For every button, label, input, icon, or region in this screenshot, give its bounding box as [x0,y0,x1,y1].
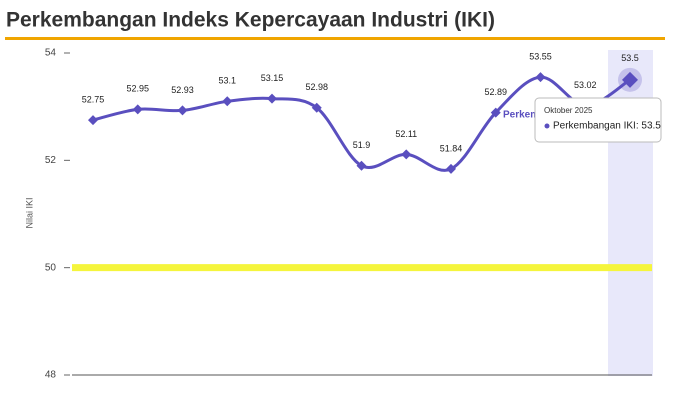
marker [267,93,277,104]
chart-title: Perkembangan Indeks Kepercayaan Industri… [6,9,495,32]
y-tick-label: 50 [45,262,57,273]
y-axis-label: Nilai IKI [24,197,34,228]
tooltip-title: Oktober 2025 [544,106,593,115]
marker [177,105,188,116]
tooltip-dot [544,123,550,129]
marker [356,160,367,171]
y-tick-label: 48 [45,370,57,381]
marker [622,71,638,88]
marker [401,149,412,160]
marker [490,107,501,118]
marker [311,102,322,113]
data-label: 52.89 [484,87,507,97]
plot: 48 50 52 54 52.75 52.95 52.93 53.1 53.15 52.98 51.… [45,48,662,381]
marker [132,104,143,115]
marker [88,115,98,126]
y-tick-label: 52 [45,155,57,166]
title-underline [5,37,665,40]
data-label: 51.9 [353,140,371,150]
tooltip-text: Perkembangan IKI: 53.5 [553,121,661,132]
data-label: 52.98 [305,82,328,92]
data-label: 53.1 [218,76,236,86]
tooltip: Oktober 2025 Perkembangan IKI: 53.5 [534,97,662,143]
data-label: 53.15 [261,73,284,83]
data-label: 52.93 [171,85,194,95]
data-label: 53.5 [621,53,639,63]
marker [535,72,546,83]
tooltip-box [534,97,662,143]
marker [222,96,233,107]
data-label: 52.75 [82,94,105,104]
data-label: 53.55 [529,52,552,62]
data-label: 53.02 [574,80,597,90]
marker [446,163,456,174]
data-label: 51.84 [440,143,463,153]
data-label: 52.11 [395,129,417,139]
y-tick-label: 54 [45,48,57,59]
data-label: 52.95 [126,84,149,94]
